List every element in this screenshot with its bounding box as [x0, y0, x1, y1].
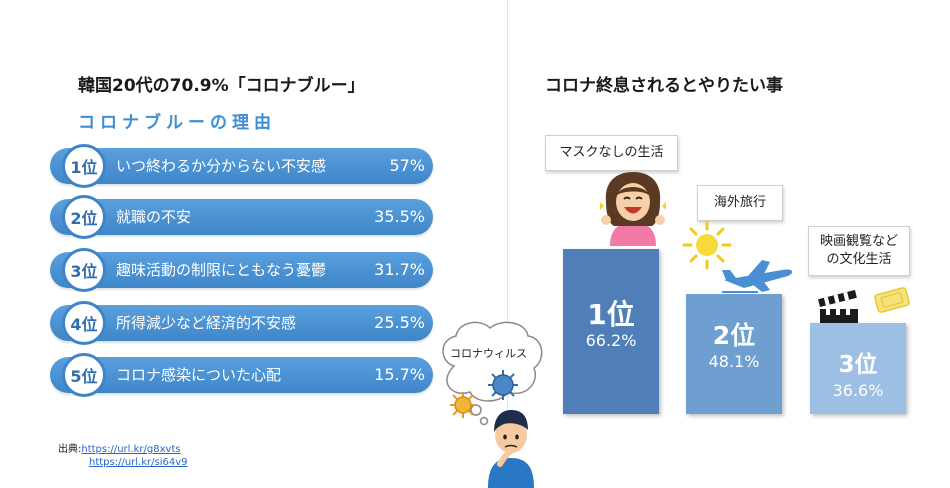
- airplane-icon: [722, 260, 793, 293]
- callout-culture-life: 映画観覧など の文化生活: [808, 226, 910, 276]
- reason-label: 趣味活動の制限にともなう憂鬱: [116, 261, 327, 279]
- rank-badge: 1位: [62, 144, 106, 188]
- reason-percent: 25.5%: [374, 313, 425, 332]
- bar-rank-label: 1位: [587, 297, 635, 331]
- reason-item: 趣味活動の制限にともなう憂鬱 31.7% 3位: [50, 248, 433, 292]
- source-citation: 出典:https://url.kr/g8xvts https://url.kr/…: [58, 443, 188, 469]
- reason-item: 所得減少など経済的不安感 25.5% 4位: [50, 301, 433, 345]
- bar-value-label: 66.2%: [585, 330, 637, 350]
- reason-item: 就職の不安 35.5% 2位: [50, 195, 433, 239]
- bar-rank-2: 2位 48.1%: [686, 293, 782, 414]
- reason-pill: [50, 199, 433, 235]
- reason-percent: 57%: [389, 156, 425, 175]
- source-label: 出典:: [58, 444, 82, 455]
- thought-bubble-label: コロナウィルス: [450, 347, 527, 360]
- reason-pill: [50, 305, 433, 341]
- section-divider: [507, 0, 508, 488]
- thought-bubble: [442, 321, 543, 426]
- bar-rank-label: 3位: [838, 351, 878, 378]
- reason-pill: [50, 148, 433, 184]
- bar-rank-3: 3位 36.6%: [810, 322, 906, 414]
- reason-label: いつ終わるか分からない不安感: [116, 157, 327, 175]
- reason-pill: [50, 357, 433, 393]
- reason-label: 就職の不安: [116, 208, 192, 226]
- rank-badge: 5位: [62, 353, 106, 397]
- source-link-1[interactable]: https://url.kr/g8xvts: [81, 444, 181, 455]
- reasons-subtitle: コロナブルーの理由: [78, 113, 276, 133]
- rank-badge: 3位: [62, 248, 106, 292]
- reason-percent: 31.7%: [374, 260, 425, 279]
- bar-rank-label: 2位: [712, 320, 756, 350]
- virus-icon: [488, 370, 518, 400]
- worried-person-icon: [488, 410, 534, 488]
- right-title: コロナ終息されるとやりたい事: [545, 76, 783, 96]
- thought-cloud: [442, 321, 543, 426]
- reason-label: 所得減少など経済的不安感: [116, 314, 297, 332]
- rank-badge: 4位: [62, 301, 106, 345]
- bar-value-label: 36.6%: [832, 380, 884, 400]
- reason-pill: [50, 252, 433, 288]
- reason-item: いつ終わるか分からない不安感 57% 1位: [50, 144, 433, 188]
- callout-overseas-travel: 海外旅行: [697, 185, 783, 221]
- reason-item: コロナ感染についた心配 15.7% 5位: [50, 353, 433, 397]
- bar-value-label: 48.1%: [708, 351, 760, 371]
- source-link-2[interactable]: https://url.kr/si64v9: [89, 457, 188, 468]
- rank-badge: 2位: [62, 195, 106, 239]
- virus-icon: [450, 392, 476, 418]
- reason-label: コロナ感染についた心配: [116, 366, 282, 384]
- callout-mask-free-life: マスクなしの生活: [545, 135, 678, 171]
- left-title: 韓国20代の70.9%「コロナブルー」: [78, 76, 365, 96]
- ticket-icon: [874, 287, 910, 313]
- happy-woman-icon: [600, 172, 666, 246]
- sun-icon: [682, 220, 732, 270]
- reason-percent: 15.7%: [374, 365, 425, 384]
- reason-percent: 35.5%: [374, 207, 425, 226]
- bar-rank-1: 1位 66.2%: [563, 248, 659, 414]
